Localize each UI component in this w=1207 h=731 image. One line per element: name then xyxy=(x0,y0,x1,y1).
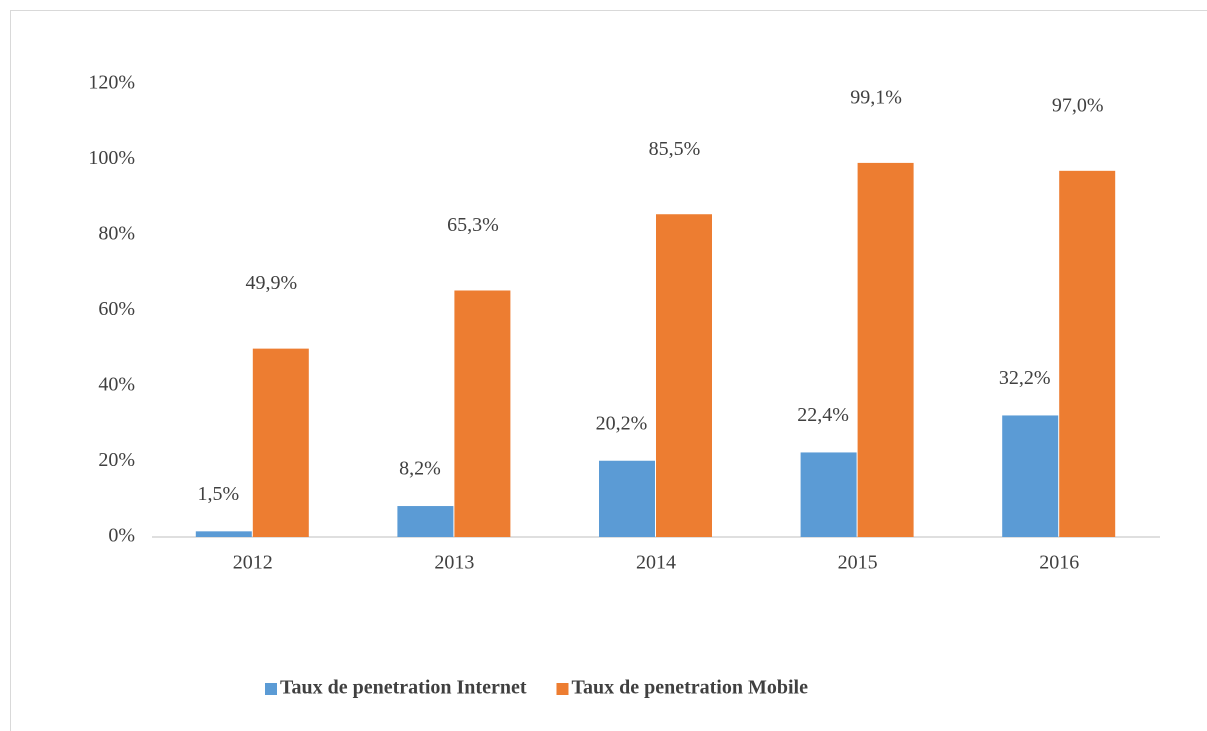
x-tick-label: 2014 xyxy=(636,552,676,574)
bar xyxy=(252,348,309,537)
data-label: 49,9% xyxy=(245,272,297,294)
x-tick-label: 2012 xyxy=(233,552,273,574)
bar xyxy=(857,162,914,537)
bar xyxy=(800,452,857,537)
legend-label: Taux de penetration Mobile xyxy=(571,677,808,699)
y-tick-label: 100% xyxy=(88,147,135,169)
y-tick-label: 60% xyxy=(98,298,135,320)
y-tick-label: 120% xyxy=(88,72,135,94)
x-tick-label: 2013 xyxy=(434,552,474,574)
legend-swatch xyxy=(556,683,569,695)
bar xyxy=(195,531,252,537)
data-label: 1,5% xyxy=(197,483,239,505)
legend-swatch xyxy=(265,683,277,695)
bar xyxy=(1059,170,1116,537)
chart-border xyxy=(10,10,1207,731)
bar xyxy=(397,506,454,537)
data-label: 32,2% xyxy=(999,367,1051,389)
y-tick-label: 20% xyxy=(98,449,135,471)
bar xyxy=(656,214,712,538)
data-label: 8,2% xyxy=(399,458,441,480)
data-label: 20,2% xyxy=(596,412,648,434)
y-tick-label: 40% xyxy=(98,374,135,396)
bar xyxy=(454,290,511,537)
data-label: 97,0% xyxy=(1052,94,1104,116)
y-tick-label: 0% xyxy=(108,525,135,547)
bar xyxy=(1002,415,1059,537)
bar xyxy=(599,460,655,537)
data-label: 22,4% xyxy=(797,404,849,426)
x-tick-label: 2015 xyxy=(838,552,878,574)
x-tick-label: 2016 xyxy=(1039,552,1079,574)
data-label: 65,3% xyxy=(447,214,499,236)
data-label: 85,5% xyxy=(649,138,701,160)
legend-label: Taux de penetration Internet xyxy=(280,677,527,699)
y-tick-label: 80% xyxy=(98,223,135,245)
data-label: 99,1% xyxy=(850,86,902,108)
